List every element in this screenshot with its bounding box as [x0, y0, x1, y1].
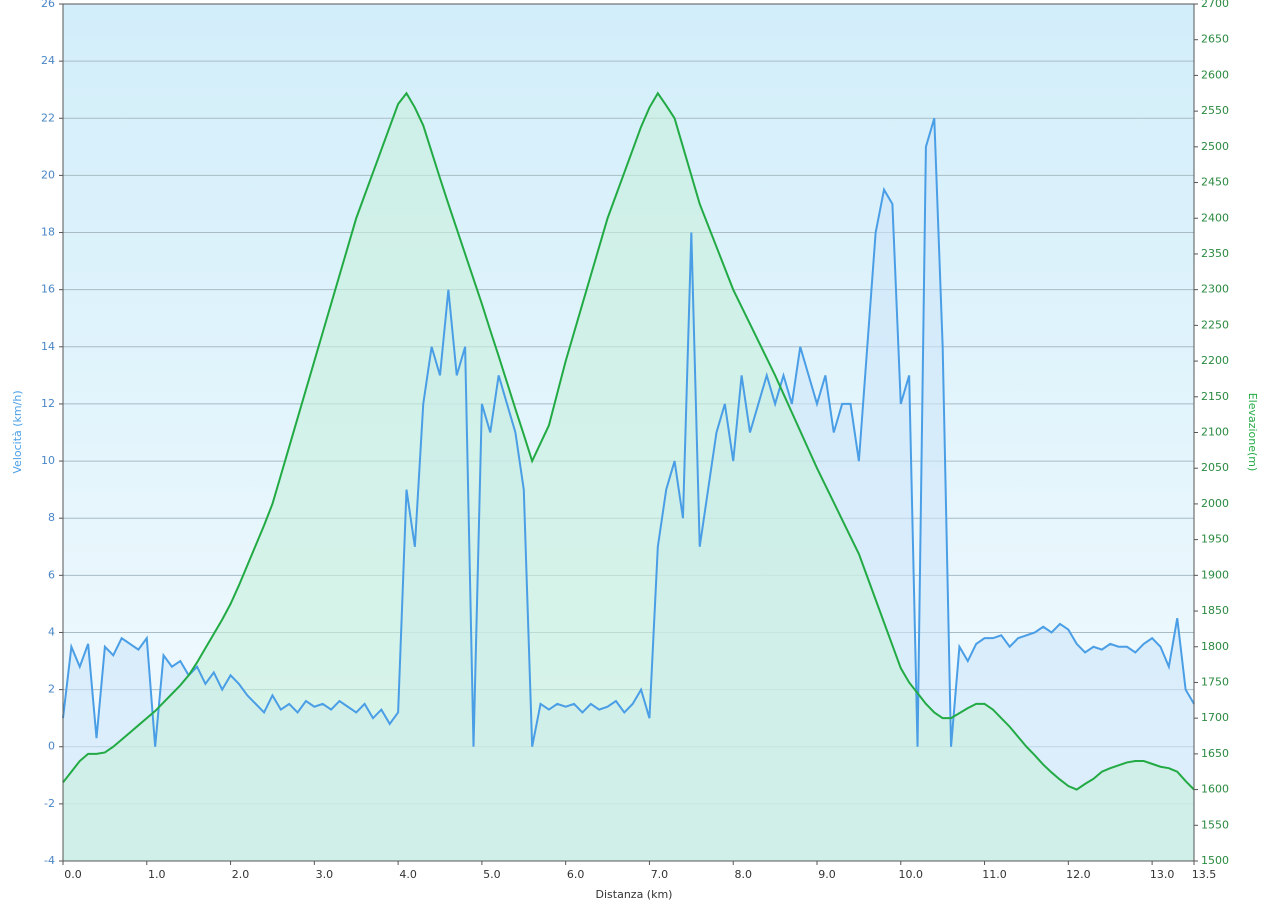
- y2-tick-label: 2300: [1201, 283, 1229, 296]
- y-tick-label: 12: [41, 397, 55, 410]
- x-tick-label: 7.0: [651, 868, 669, 881]
- x-tick-label: 4.0: [399, 868, 417, 881]
- y-tick-label: 6: [48, 568, 55, 581]
- y-tick-label: 8: [48, 511, 55, 524]
- plot-border: [62, 3, 1195, 862]
- y-axis-label: Velocità (km/h): [11, 390, 24, 473]
- y2-tick-label: 2050: [1201, 461, 1229, 474]
- y2-tick-label: 2600: [1201, 68, 1229, 81]
- y2-tick-label: 2450: [1201, 176, 1229, 189]
- y-tick-label: 4: [48, 625, 55, 638]
- y-tick-label: 2: [48, 683, 55, 696]
- y-tick-label: 26: [41, 0, 55, 10]
- y2-tick-label: 2500: [1201, 140, 1229, 153]
- x-tick-label: 8.0: [734, 868, 752, 881]
- series-line: [62, 91, 1195, 791]
- y-tick-label: -4: [44, 854, 55, 867]
- y2-tick-label: 1950: [1201, 533, 1229, 546]
- x-tick-label: 0.0: [64, 868, 82, 881]
- y-tick-label: 22: [41, 111, 55, 124]
- x-tick-label: 10.0: [899, 868, 924, 881]
- x-tick-label: 11.0: [982, 868, 1007, 881]
- y2-tick-label: 2150: [1201, 390, 1229, 403]
- series-line: [62, 117, 1195, 747]
- y2-tick-label: 2250: [1201, 318, 1229, 331]
- x-tick-label: 13.5: [1192, 868, 1217, 881]
- y-tick-label: 0: [48, 740, 55, 753]
- y2-tick-label: 2700: [1201, 0, 1229, 10]
- y2-tick-label: 2400: [1201, 211, 1229, 224]
- y2-tick-label: 1550: [1201, 818, 1229, 831]
- y2-tick-label: 2000: [1201, 497, 1229, 510]
- y2-axis-label: Elevazione(m): [1246, 393, 1259, 472]
- y2-tick-label: 1750: [1201, 675, 1229, 688]
- y2-tick-label: 2650: [1201, 33, 1229, 46]
- x-tick-label: 9.0: [818, 868, 836, 881]
- y2-tick-label: 2550: [1201, 104, 1229, 117]
- y2-tick-label: 1850: [1201, 604, 1229, 617]
- x-tick-label: 3.0: [316, 868, 334, 881]
- x-tick-label: 12.0: [1066, 868, 1091, 881]
- y2-tick-label: 1600: [1201, 783, 1229, 796]
- y2-tick-label: 2350: [1201, 247, 1229, 260]
- y2-tick-label: 2200: [1201, 354, 1229, 367]
- x-tick-label: 5.0: [483, 868, 501, 881]
- y-tick-label: 20: [41, 168, 55, 181]
- y2-tick-label: 1700: [1201, 711, 1229, 724]
- y2-tick-label: 1650: [1201, 747, 1229, 760]
- x-tick-label: 6.0: [567, 868, 585, 881]
- y-tick-label: 24: [41, 54, 55, 67]
- y-tick-label: 10: [41, 454, 55, 467]
- y-tick-label: 16: [41, 283, 55, 296]
- series-area: [63, 93, 1194, 862]
- y-tick-label: 18: [41, 226, 55, 239]
- y-tick-label: 14: [41, 340, 55, 353]
- x-tick-label: 1.0: [148, 868, 166, 881]
- y-tick-label: -2: [44, 797, 55, 810]
- y2-tick-label: 1800: [1201, 640, 1229, 653]
- y2-tick-label: 2100: [1201, 426, 1229, 439]
- series-area: [63, 118, 1194, 862]
- y2-tick-label: 1900: [1201, 568, 1229, 581]
- x-axis-label: Distanza (km): [596, 888, 673, 901]
- x-tick-label: 13.0: [1150, 868, 1175, 881]
- x-tick-label: 2.0: [232, 868, 250, 881]
- y2-tick-label: 1500: [1201, 854, 1229, 867]
